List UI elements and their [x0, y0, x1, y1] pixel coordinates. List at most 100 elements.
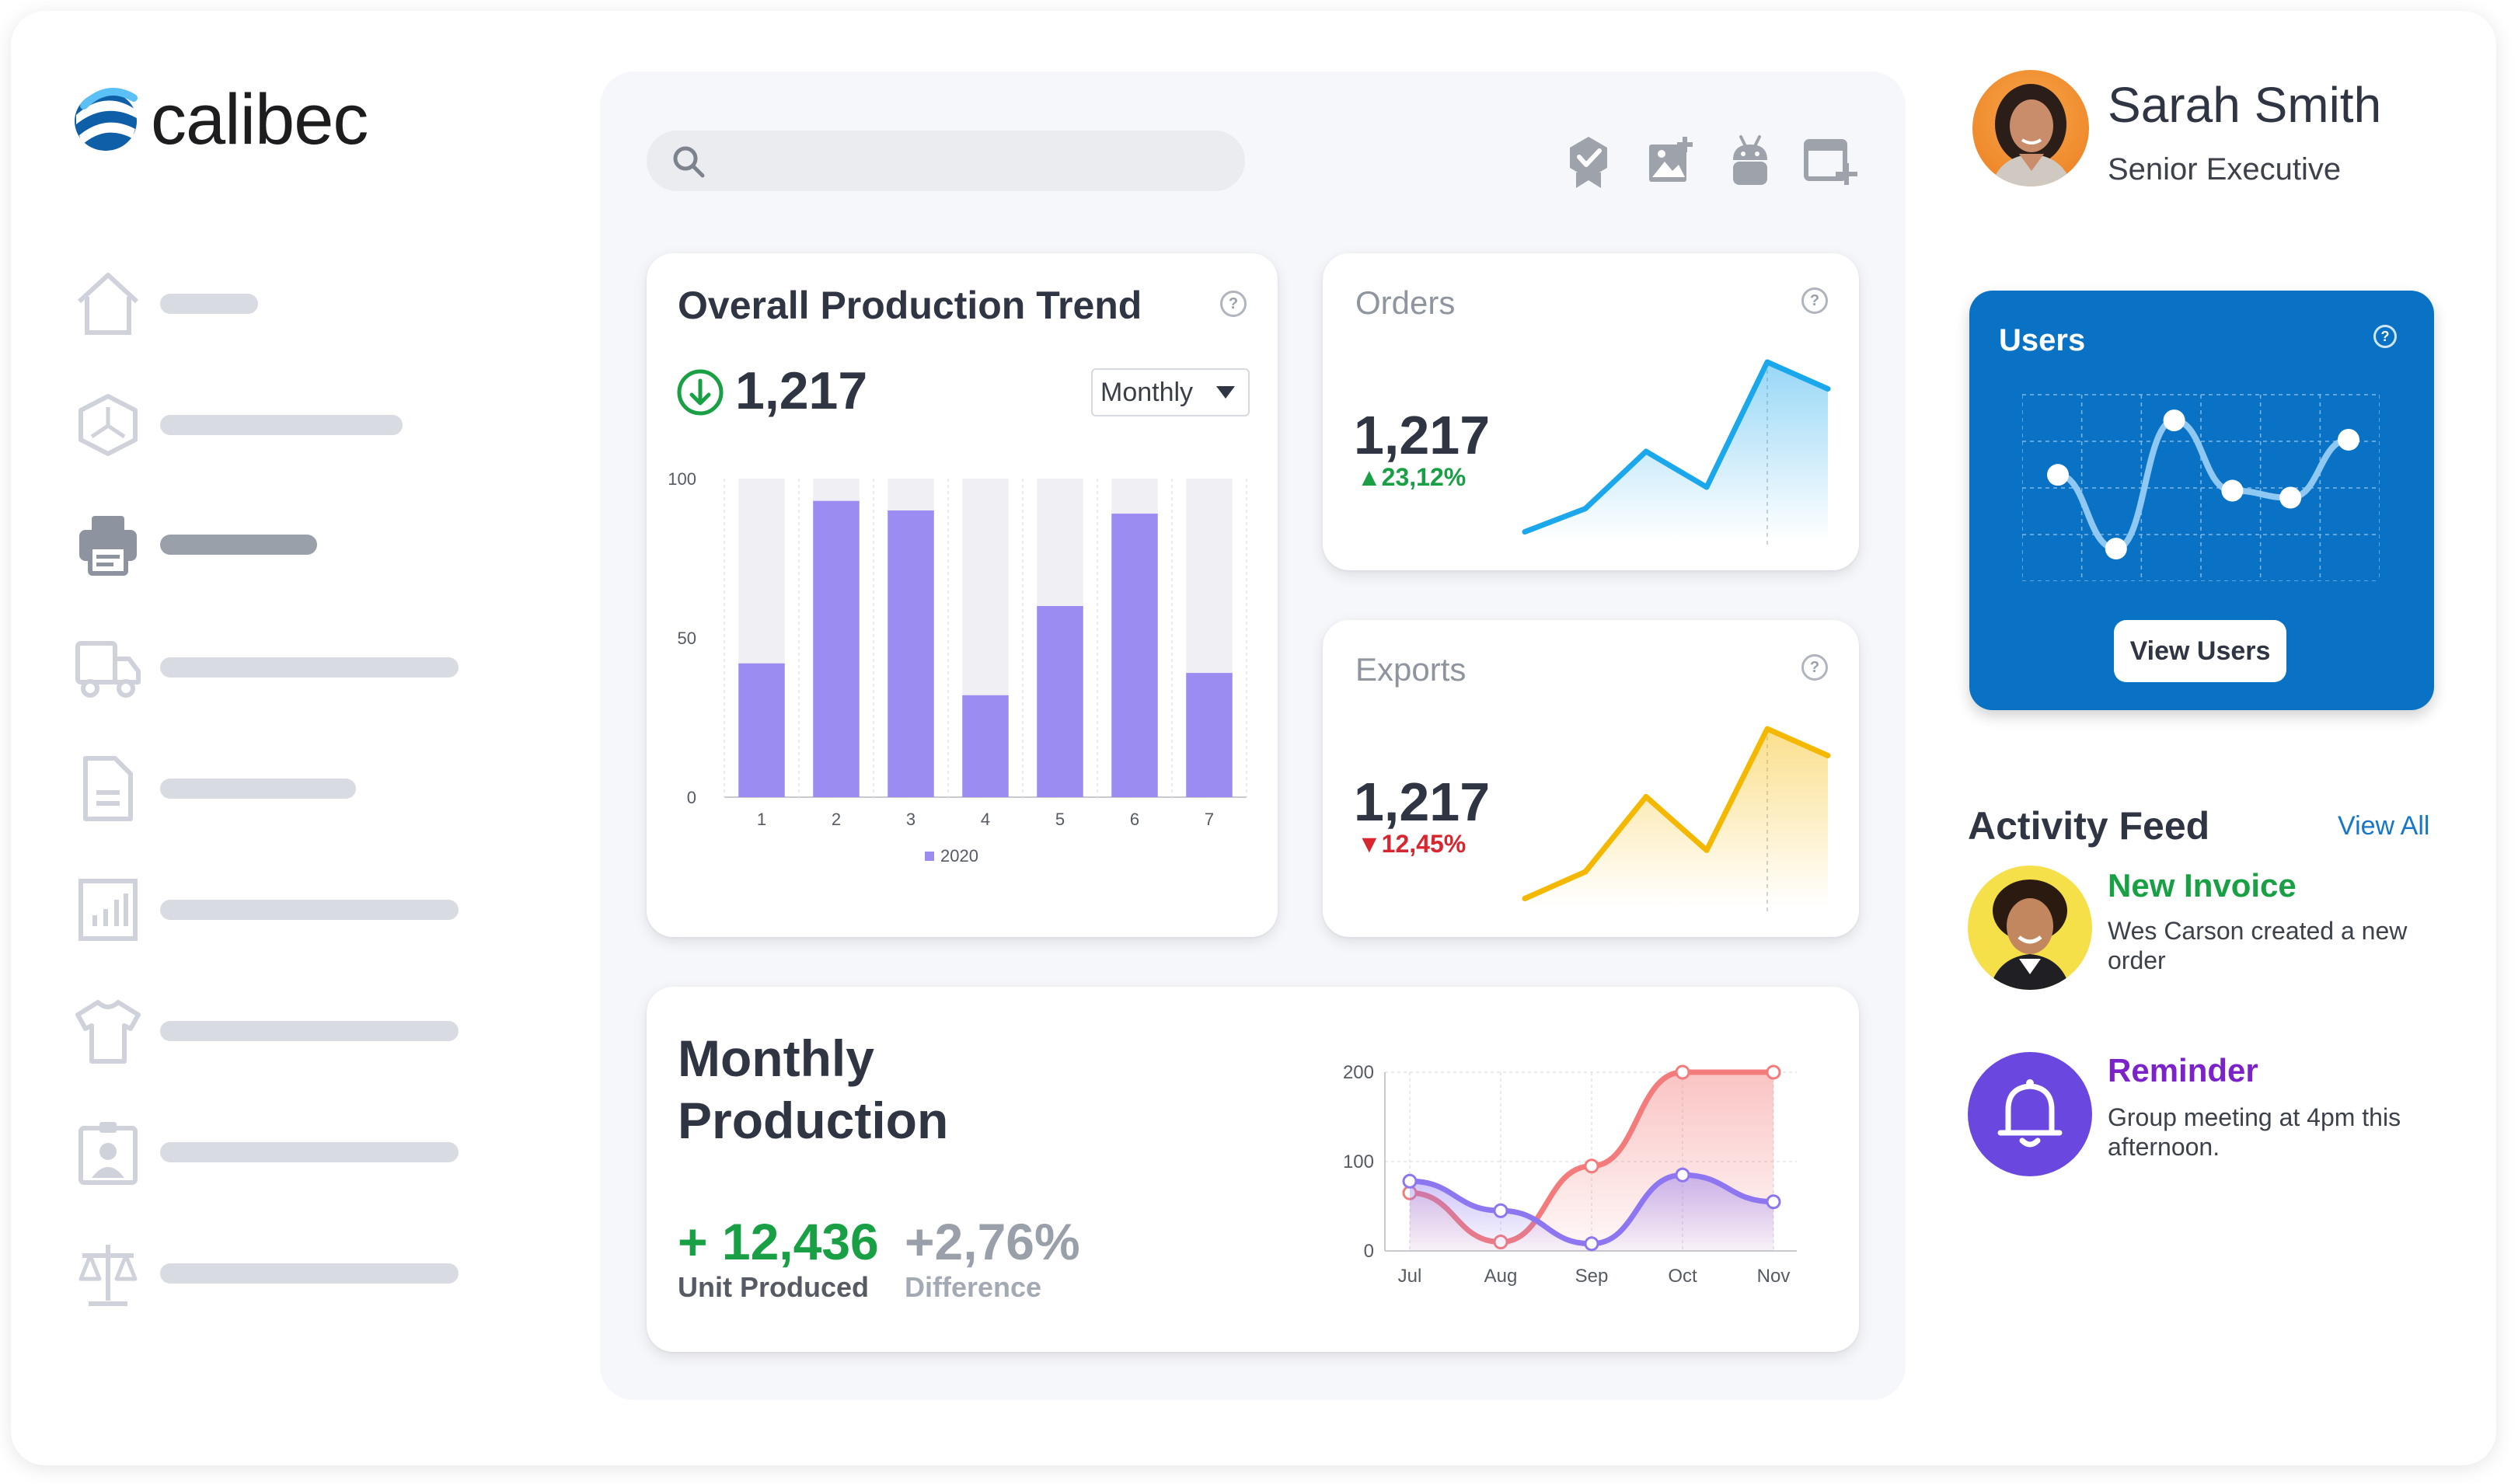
users-line-chart	[2022, 394, 2380, 581]
sidebar-item-5-label[interactable]	[160, 779, 356, 799]
monthly-production-title-line2: Production	[678, 1092, 949, 1149]
y-tick-label: 100	[668, 469, 696, 489]
users-card: Users ? View Users	[1969, 291, 2434, 710]
x-tick-label: 3	[906, 810, 915, 829]
brand-name: calibec	[151, 80, 368, 159]
add-window-icon[interactable]	[1803, 137, 1857, 186]
users-title: Users	[1999, 323, 2086, 357]
sidebar-item-9-label[interactable]	[160, 1263, 459, 1284]
y-tick-label: 0	[1364, 1241, 1374, 1262]
bar	[1037, 606, 1083, 797]
difference-label: Difference	[905, 1271, 1042, 1303]
bar	[1111, 514, 1158, 797]
sidebar-item-7-label[interactable]	[160, 1021, 459, 1041]
orders-help-icon[interactable]: ?	[1801, 287, 1828, 314]
cube-icon[interactable]	[73, 390, 143, 460]
production-bar-chart: 0 50 100 1 2 3 4 5 6 7 2020	[668, 469, 1247, 866]
activity-2-text-line2: afternoon.	[2108, 1133, 2220, 1161]
users-point	[2338, 428, 2359, 451]
area-fill	[1525, 729, 1828, 907]
activity-avatar-2[interactable]	[1968, 1052, 2092, 1176]
users-point	[2047, 464, 2069, 486]
printer-icon[interactable]	[73, 510, 143, 580]
monthly-production-card: Monthly Production + 12,436 Unit Produce…	[647, 987, 1859, 1352]
x-tick-label: Sep	[1575, 1266, 1609, 1287]
person-avatar-icon	[1990, 880, 2070, 990]
period-select[interactable]: Monthly	[1091, 368, 1250, 416]
brand-logo[interactable]: calibec	[68, 75, 426, 160]
orders-change: ▲23,12%	[1357, 463, 1466, 492]
exports-change: ▼12,45%	[1357, 830, 1466, 859]
document-icon[interactable]	[73, 754, 143, 824]
series-purple-area	[1410, 1175, 1773, 1251]
chart-icon[interactable]	[73, 875, 143, 945]
activity-avatar-1[interactable]	[1968, 866, 2092, 990]
x-tick-label: 7	[1205, 810, 1214, 829]
shirt-icon[interactable]	[73, 996, 143, 1066]
bell-icon	[1997, 1079, 2063, 1148]
triangle-up-icon: ▲	[1357, 463, 1382, 491]
android-icon[interactable]	[1727, 132, 1773, 188]
badge-icon[interactable]	[73, 1117, 143, 1187]
sidebar-item-8-label[interactable]	[160, 1142, 459, 1162]
users-line	[2055, 417, 2352, 552]
users-point	[2163, 409, 2185, 432]
search-icon	[673, 146, 705, 178]
help-icon[interactable]: ?	[1220, 291, 1247, 317]
search-bar[interactable]	[647, 131, 1245, 191]
y-tick-label: 200	[1343, 1062, 1374, 1083]
profile-avatar[interactable]	[1972, 70, 2089, 186]
legend-label: 2020	[940, 846, 978, 866]
users-help-icon[interactable]: ?	[2373, 325, 2397, 348]
monthly-production-title-line1: Monthly	[678, 1029, 874, 1087]
exports-help-icon[interactable]: ?	[1801, 654, 1828, 681]
scale-icon[interactable]	[73, 1238, 143, 1308]
series-purple-point	[1402, 1173, 1418, 1189]
bar	[813, 500, 860, 797]
exports-card: Exports ? 1,217 ▼12,45%	[1323, 620, 1859, 937]
truck-icon[interactable]	[73, 632, 143, 702]
users-point	[2279, 486, 2302, 509]
activity-1-text-line2: order	[2108, 946, 2166, 974]
view-all-link[interactable]: View All	[2338, 811, 2430, 841]
orders-value: 1,217	[1354, 405, 1491, 465]
view-users-button[interactable]: View Users	[2114, 620, 2286, 682]
x-tick-label: 4	[981, 810, 990, 829]
y-tick-label: 0	[687, 788, 696, 807]
profile-photo	[1991, 84, 2072, 186]
home-icon[interactable]	[73, 269, 143, 339]
x-tick-label: 6	[1130, 810, 1139, 829]
chevron-down-icon	[1216, 386, 1235, 399]
units-produced-value: + 12,436	[678, 1213, 879, 1270]
sidebar-item-3-label[interactable]	[160, 535, 317, 555]
orders-change-value: 23,12%	[1381, 463, 1467, 491]
orders-area-chart	[1522, 359, 1831, 549]
activity-2-title: Reminder	[2108, 1052, 2258, 1089]
triangle-down-icon: ▼	[1357, 830, 1382, 858]
production-trend-card: Overall Production Trend ? 1,217 Monthly…	[647, 253, 1278, 937]
users-point	[2105, 538, 2127, 560]
series-purple-point	[1675, 1167, 1690, 1183]
bar	[962, 695, 1009, 797]
series-purple-point	[1584, 1236, 1599, 1252]
x-tick-label: Oct	[1668, 1266, 1697, 1287]
arrow-down-circle-icon	[677, 369, 724, 416]
sidebar-item-6-label[interactable]	[160, 900, 459, 920]
x-tick-label: 2	[832, 810, 841, 829]
bar	[1186, 673, 1233, 797]
y-tick-label: 50	[678, 629, 696, 648]
activity-1-text-line1: Wes Carson created a new	[2108, 917, 2408, 945]
add-image-icon[interactable]	[1646, 135, 1696, 185]
monthly-line-chart: 0 100 200 Jul Aug Sep Oct Nov	[1343, 1062, 1797, 1287]
production-trend-title: Overall Production Trend	[678, 284, 1142, 327]
orders-card: Orders ? 1,217 ▲23,12%	[1323, 253, 1859, 570]
exports-title: Exports	[1355, 651, 1467, 688]
sidebar-item-4-label[interactable]	[160, 657, 459, 678]
award-icon[interactable]	[1564, 134, 1613, 190]
sidebar-item-1-label[interactable]	[160, 294, 258, 314]
exports-change-value: 12,45%	[1381, 830, 1467, 858]
x-tick-label: Jul	[1398, 1266, 1422, 1287]
sidebar-item-2-label[interactable]	[160, 415, 403, 435]
logo-icon	[75, 88, 138, 151]
exports-area-chart	[1522, 726, 1831, 915]
